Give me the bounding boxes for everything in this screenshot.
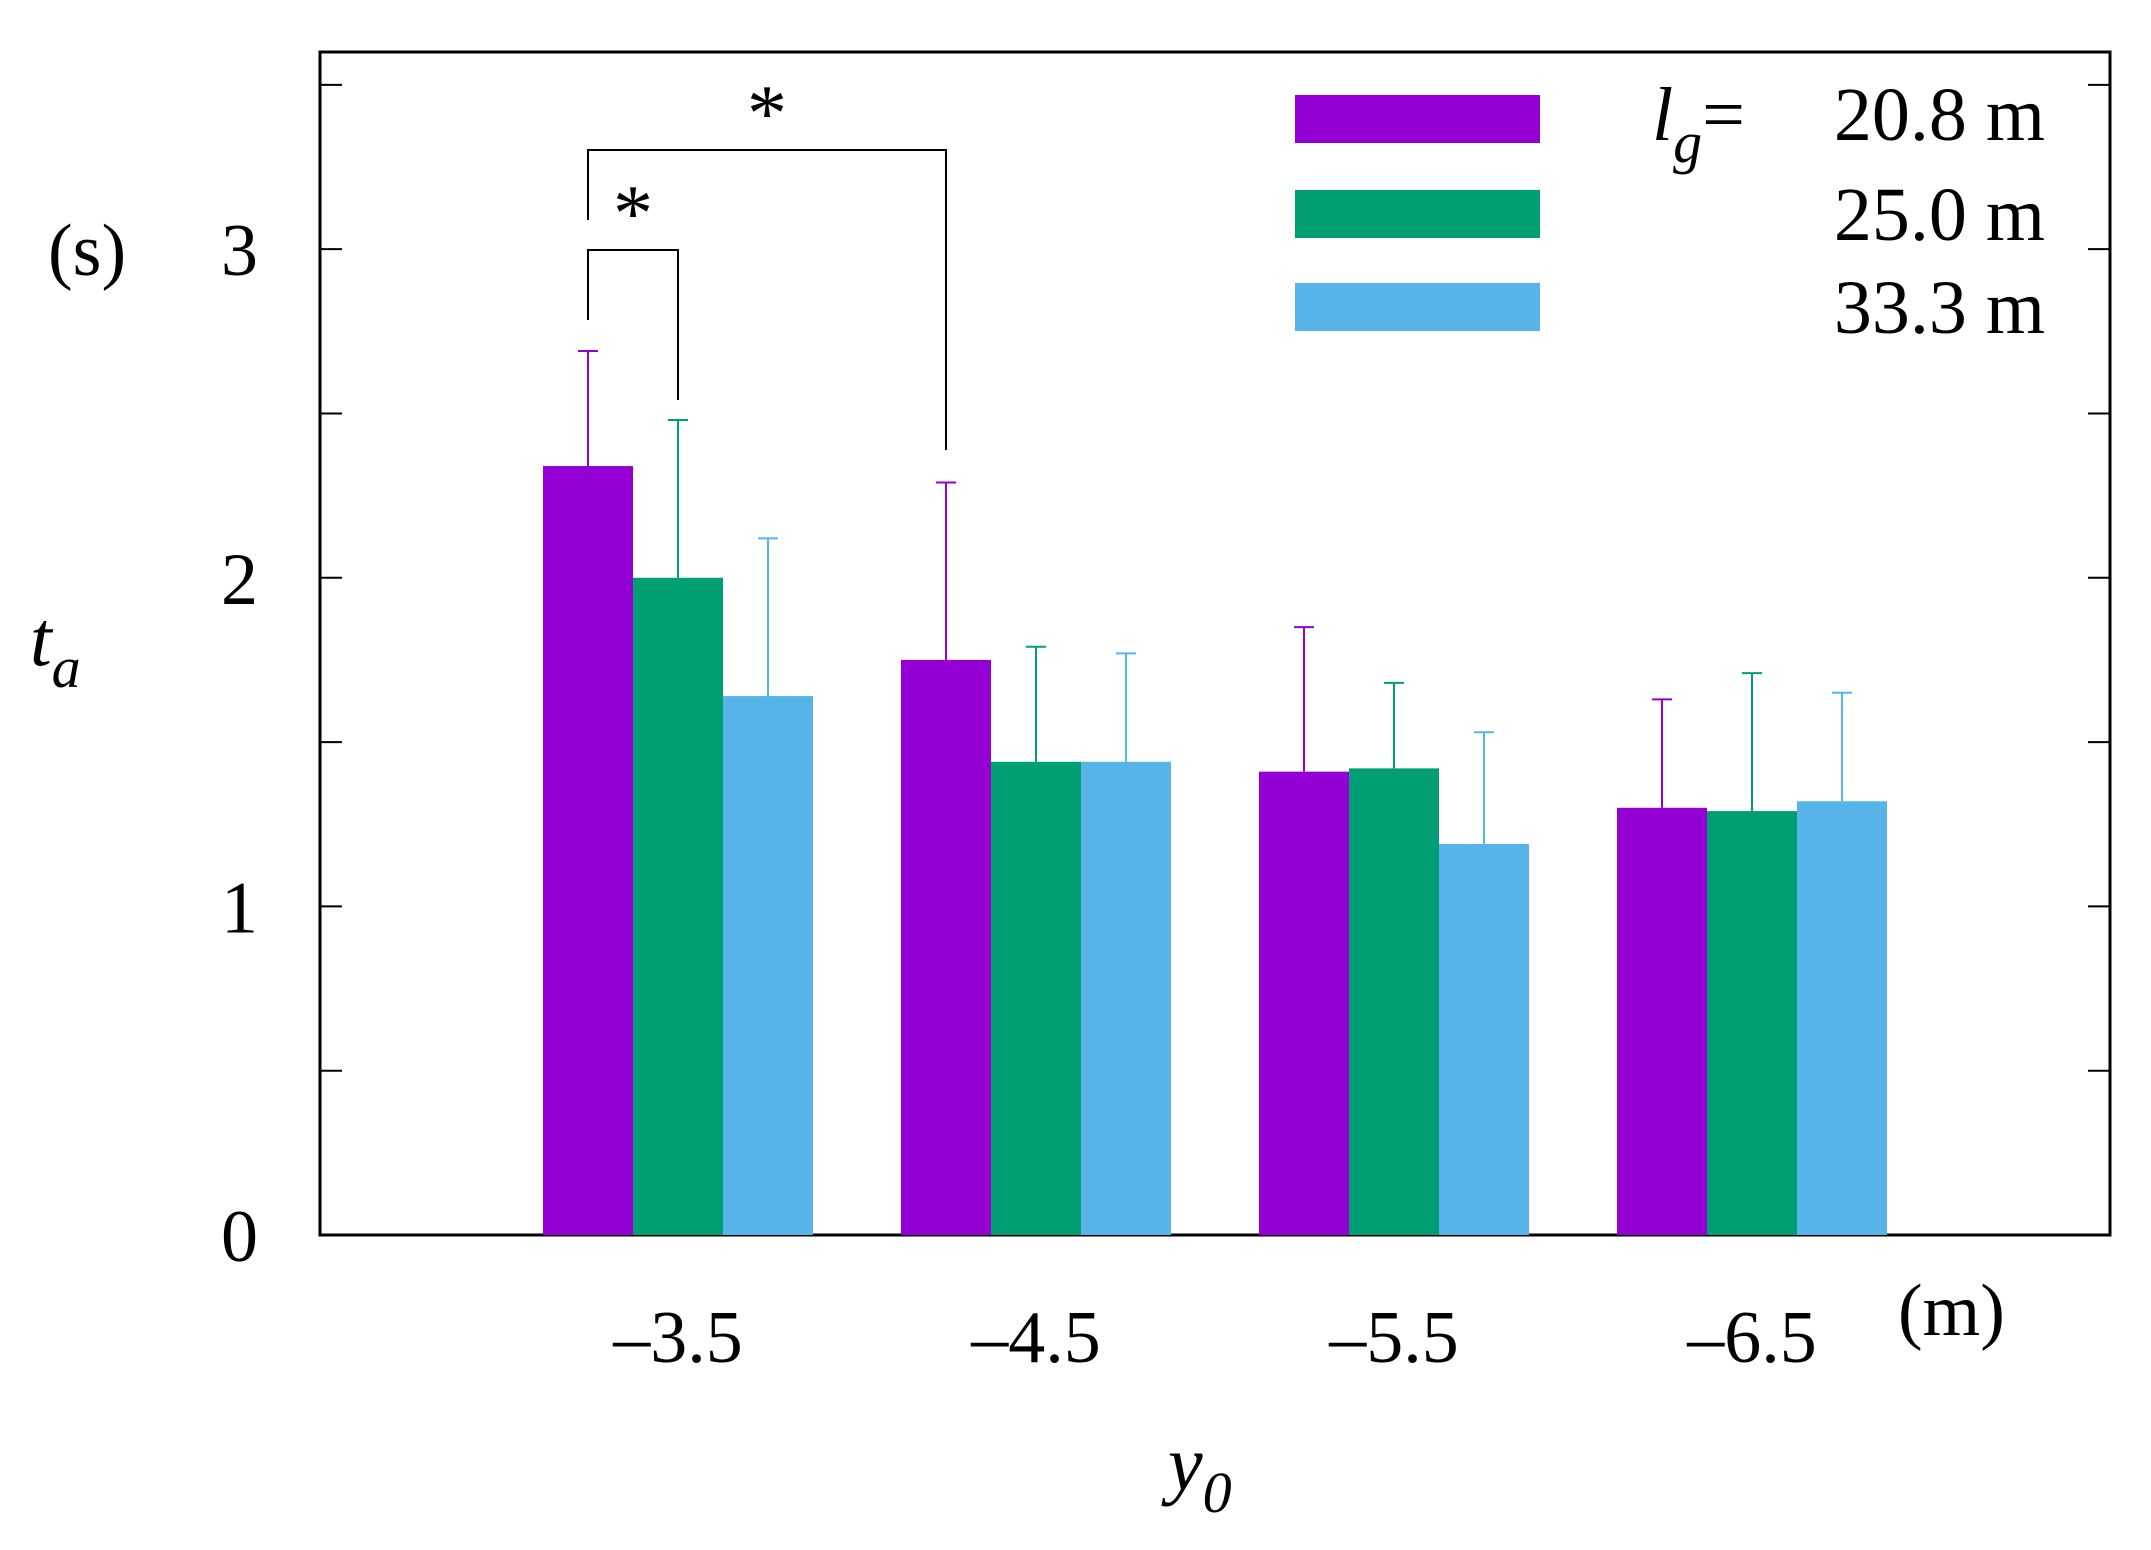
bar [1617, 807, 1707, 1235]
legend: lg= 20.8 m 25.0 m 33.3 m [1295, 73, 2045, 350]
legend-label-20-8: 20.8 m [1834, 73, 2045, 157]
plot-area [318, 50, 2112, 1237]
significance-bracket [587, 149, 947, 450]
legend-prefix-subscript: g [1673, 110, 1702, 175]
legend-label-25-0: 25.0 m [1834, 173, 2045, 257]
bar [633, 577, 723, 1235]
legend-swatch-25-0 [1295, 190, 1540, 238]
bar [1349, 768, 1439, 1235]
x-axis-unit: (m) [1898, 1270, 2005, 1352]
y-axis-unit: (s) [48, 210, 126, 292]
bar [1797, 801, 1887, 1235]
x-axis-label-subscript: 0 [1203, 1460, 1232, 1525]
significance-brackets: ** [587, 70, 947, 450]
x-category-label: –6.5 [1686, 1297, 1817, 1379]
axes: 0 1 2 3 –3.5 –4.5 –5.5 –6.5 [221, 83, 2110, 1379]
legend-swatch-33-3 [1295, 283, 1540, 331]
bar [543, 466, 633, 1235]
y-axis-label: ta [30, 595, 81, 700]
x-category-label: –4.5 [970, 1297, 1101, 1379]
bar [1259, 771, 1349, 1235]
bar [901, 659, 991, 1235]
bar [1439, 843, 1529, 1235]
significance-star: * [747, 70, 787, 158]
bar [1707, 811, 1797, 1235]
bar [723, 696, 813, 1235]
x-category-label: –3.5 [612, 1297, 743, 1379]
y-axis-label-subscript: a [52, 635, 81, 700]
legend-prefix-main: l [1652, 73, 1673, 157]
legend-prefix: lg= [1652, 73, 1745, 175]
y-axis-label-main: t [30, 595, 54, 682]
legend-swatch-20-8 [1295, 95, 1540, 143]
significance-star: * [613, 170, 653, 258]
y-tick-label: 3 [221, 210, 258, 292]
bars [543, 466, 1887, 1235]
plot-frame [318, 50, 2112, 1237]
error-bars [578, 350, 1852, 844]
bar [1081, 761, 1171, 1235]
x-category-label: –5.5 [1328, 1297, 1459, 1379]
legend-prefix-equals: = [1702, 73, 1745, 157]
significance-bracket [587, 249, 679, 400]
x-axis-label-main: y [1161, 1420, 1203, 1507]
legend-label-33-3: 33.3 m [1834, 266, 2045, 350]
y-tick-label: 2 [221, 539, 258, 621]
y-tick-label: 1 [221, 867, 258, 949]
y-tick-label: 0 [221, 1196, 258, 1278]
bar [991, 761, 1081, 1235]
x-axis-label: y0 [1161, 1420, 1232, 1525]
